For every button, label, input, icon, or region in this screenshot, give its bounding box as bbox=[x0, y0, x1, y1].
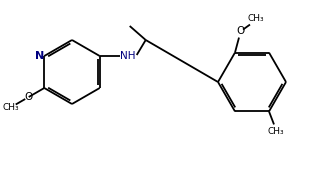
Text: CH₃: CH₃ bbox=[248, 14, 264, 23]
Text: O: O bbox=[237, 26, 245, 36]
Text: N: N bbox=[35, 51, 44, 61]
Text: O: O bbox=[25, 92, 33, 102]
Text: NH: NH bbox=[120, 51, 135, 61]
Text: CH₃: CH₃ bbox=[268, 127, 284, 136]
Text: CH₃: CH₃ bbox=[2, 103, 19, 112]
